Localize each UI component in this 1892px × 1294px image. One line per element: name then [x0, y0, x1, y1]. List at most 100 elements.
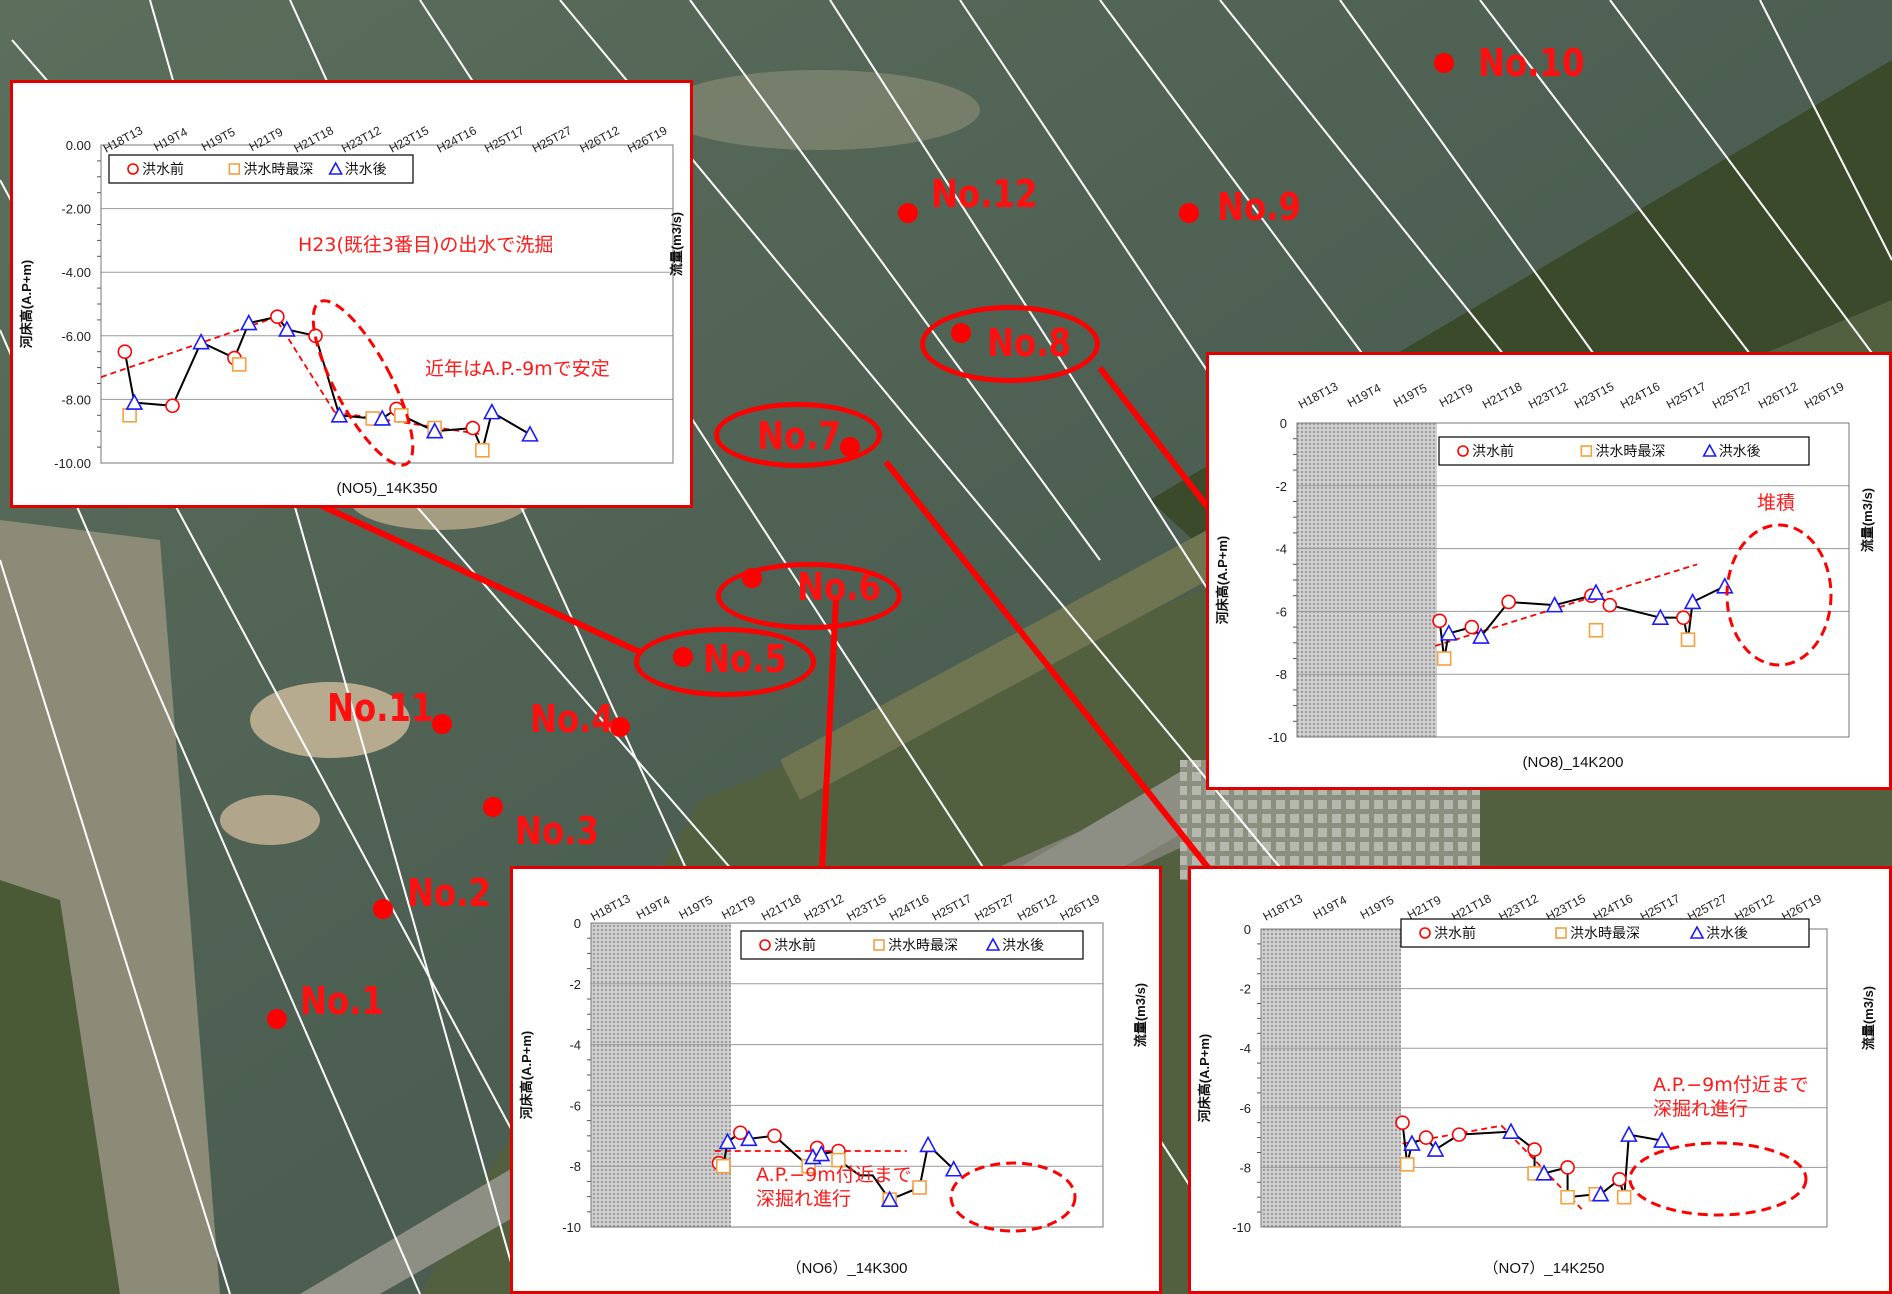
cross-section-line: [1609, 0, 1892, 381]
marker-post-flood: [1545, 595, 1564, 613]
marker-post-flood: [880, 1190, 899, 1207]
station-dot: [1434, 53, 1454, 73]
x-category-label: H26T12: [1756, 379, 1801, 412]
x-category-label: H21T9: [719, 893, 758, 922]
marker-flood-deepest: [1555, 927, 1567, 939]
marker-pre-flood: [1560, 1160, 1575, 1175]
plot-frame: [100, 144, 674, 464]
marker-post-flood: [1620, 1125, 1638, 1142]
y-tick-label: -6: [1275, 604, 1287, 619]
y-tick-label: -4: [1239, 1041, 1251, 1056]
marker-post-flood: [1502, 1122, 1520, 1139]
legend-label: 洪水前: [1434, 925, 1476, 941]
chart-panel-no8: 0 -2 -4 -6 -8 -10 H18T13 H19T4 H19T5 H21T9 H21T18 H…: [1206, 352, 1892, 790]
marker-post-flood: [1591, 1185, 1610, 1202]
y-tick-label: -8: [1275, 667, 1287, 682]
x-category-label: H21T18: [759, 891, 804, 924]
marker-post-flood: [1651, 608, 1670, 625]
marker-post-flood: [425, 422, 444, 439]
marker-post-flood: [125, 393, 144, 410]
y2-axis-label: 流量(m3/s): [1861, 986, 1876, 1050]
y2-axis-label: 流量(m3/s): [1133, 983, 1148, 1047]
marker-pre-flood: [1418, 1130, 1434, 1145]
marker-post-flood: [1715, 577, 1734, 594]
legend-box: [740, 930, 1084, 960]
legend-box: [108, 154, 414, 184]
station-label: No.10: [1478, 41, 1585, 85]
marker-post-flood: [373, 409, 392, 426]
marker-pre-flood: [1602, 597, 1618, 613]
y-tick-label: -2: [1239, 982, 1251, 997]
y-tick-label: -6: [1239, 1101, 1251, 1116]
legend-label: 洪水後: [1706, 925, 1748, 941]
sandbar: [660, 70, 980, 150]
x-category-label: H21T18: [291, 123, 336, 156]
x-category-label: H25T27: [1710, 379, 1755, 412]
marker-flood-deepest: [912, 1180, 927, 1195]
annotation-text: H23(既往3番目)の出水で洗掘: [298, 234, 553, 256]
marker-post-flood: [239, 313, 258, 331]
marker-post-flood: [718, 1132, 737, 1150]
marker-post-flood: [1689, 925, 1705, 939]
x-category-label: H19T5: [199, 125, 238, 154]
marker-flood-deepest: [1580, 445, 1593, 457]
station-dot: [610, 717, 630, 737]
marker-pre-flood: [1527, 1142, 1542, 1157]
x-category-label: H25T27: [530, 123, 575, 156]
x-category-label: H23T15: [387, 123, 432, 156]
marker-flood-deepest: [475, 442, 490, 458]
legend-label: 洪水時最深: [243, 161, 313, 177]
marker-pre-flood: [767, 1128, 782, 1144]
legend-label: 洪水前: [142, 161, 184, 177]
x-category-label: H19T4: [634, 893, 673, 922]
marker-post-flood: [483, 402, 501, 420]
y-tick-label: -10.00: [54, 456, 91, 471]
marker-flood-deepest: [1680, 632, 1696, 647]
cross-section-line: [1759, 0, 1892, 261]
marker-pre-flood: [165, 398, 180, 414]
station-highlight-ellipse: [716, 562, 902, 630]
station-label: No.11: [327, 686, 434, 730]
x-category-label: H18T13: [1261, 891, 1306, 924]
legend-label: 洪水前: [774, 937, 816, 953]
marker-post-flood: [1587, 583, 1605, 600]
marker-flood-deepest: [873, 939, 885, 951]
marker-post-flood: [985, 937, 1001, 951]
marker-flood-deepest: [1588, 622, 1604, 638]
y-axis-label: 河床高(A.P+m): [1215, 536, 1230, 624]
y-tick-label: -2.00: [61, 202, 91, 217]
marker-post-flood: [1683, 592, 1702, 610]
x-category-label: H26T12: [577, 123, 622, 156]
station-highlight-ellipse: [634, 627, 816, 697]
station-label: No.9: [1217, 185, 1301, 229]
marker-post-flood: [1472, 627, 1490, 644]
x-category-label: H23T12: [1526, 379, 1571, 412]
marker-pre-flood: [1432, 613, 1447, 629]
legend-box: [1438, 436, 1810, 466]
left-bank-vegetation: [0, 880, 120, 1294]
plot-frame: [590, 922, 1104, 1228]
marker-pre-flood: [759, 939, 771, 951]
marker-post-flood: [812, 1144, 831, 1162]
no-data-shaded-region: [1297, 423, 1437, 737]
marker-flood-deepest: [122, 407, 137, 423]
x-category-label: H21T9: [1437, 381, 1476, 410]
marker-flood-deepest: [715, 1158, 731, 1174]
x-category-label: H25T27: [972, 891, 1017, 924]
y-tick-label: -10: [562, 1220, 581, 1235]
chart-title: （NO7）_14K250: [1484, 1260, 1605, 1277]
marker-post-flood: [944, 1160, 963, 1177]
y-tick-label: 0: [574, 916, 581, 931]
marker-post-flood: [278, 320, 296, 337]
marker-flood-deepest: [228, 163, 241, 175]
highlight-ellipse: [1628, 1141, 1808, 1217]
station-label: No.4: [530, 697, 614, 741]
x-category-label: H25T17: [930, 891, 975, 924]
y2-axis-label: 流量(m3/s): [1860, 488, 1875, 552]
marker-post-flood: [740, 1129, 758, 1147]
marker-pre-flood: [1457, 445, 1469, 457]
marker-pre-flood: [1501, 594, 1516, 610]
x-category-label: H26T12: [1015, 891, 1060, 924]
